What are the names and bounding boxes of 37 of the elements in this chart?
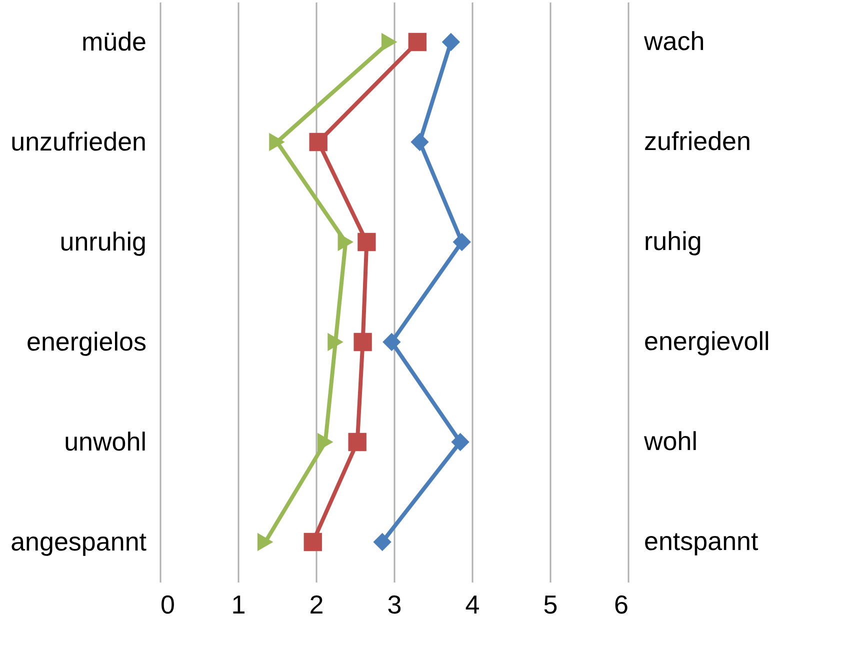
- x-tick-label: 1: [231, 590, 246, 620]
- x-tick-label: 3: [387, 590, 402, 620]
- y2-tick-label: zufrieden: [644, 126, 751, 156]
- y2-tick-label: wohl: [643, 426, 698, 456]
- point: [338, 232, 354, 252]
- point: [408, 32, 426, 52]
- y2-tick-label: entspannt: [644, 526, 759, 556]
- x-tick-label: 4: [465, 590, 480, 620]
- point: [354, 332, 372, 352]
- point: [382, 332, 401, 352]
- x-tick-label: 5: [543, 590, 558, 620]
- y2-tick-label: energievoll: [644, 326, 770, 356]
- point: [358, 232, 376, 252]
- point: [257, 532, 274, 552]
- point: [317, 432, 334, 452]
- y-tick-label: energielos: [26, 326, 146, 356]
- point: [328, 332, 344, 352]
- point: [373, 532, 392, 552]
- point: [410, 132, 429, 152]
- point: [381, 32, 398, 52]
- point: [452, 232, 471, 252]
- point: [451, 432, 470, 452]
- point: [309, 132, 328, 152]
- y-tick-label: angespannt: [10, 526, 148, 556]
- x-tick-label: 0: [160, 590, 175, 620]
- x-tick-label: 2: [309, 590, 324, 620]
- y-tick-label: unwohl: [64, 426, 146, 456]
- point: [348, 432, 366, 452]
- y2-tick-label: ruhig: [644, 226, 702, 256]
- y-tick-label: müde: [81, 26, 146, 56]
- y-tick-label: unruhig: [60, 226, 146, 256]
- point: [269, 132, 285, 152]
- y2-tick-label: wach: [643, 26, 705, 56]
- point: [304, 532, 322, 552]
- y-tick-label: unzufrieden: [10, 126, 146, 156]
- x-tick-label: 6: [614, 590, 628, 620]
- point: [442, 32, 460, 52]
